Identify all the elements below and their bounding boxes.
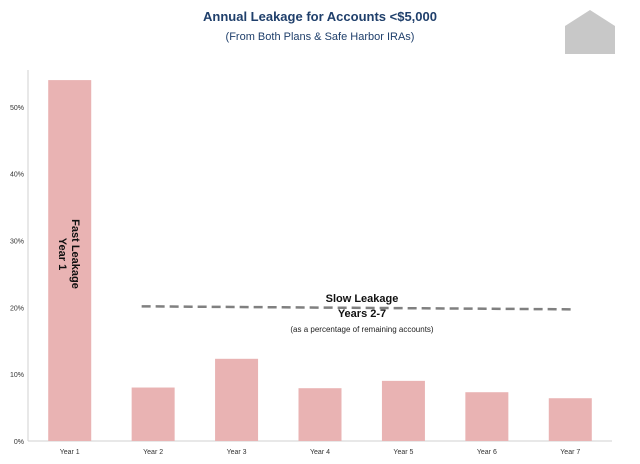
bar-year-3	[215, 358, 259, 441]
y-tick-label: 30%	[10, 239, 24, 246]
slow-leakage-line2: Years 2-7	[338, 308, 386, 320]
y-tick-label: 20%	[10, 305, 24, 312]
x-axis-tick-labels: Year 1 Year 2 Year 3 Year 4 Year 5 Year 6 Year…	[60, 449, 581, 456]
fast-leakage-annotation: Fast Leakage Year 1	[56, 219, 81, 289]
x-tick-label: Year 4	[310, 449, 330, 456]
bar-year-1	[48, 80, 92, 441]
y-tick-label: 50%	[10, 105, 24, 112]
fast-leakage-line2: Year 1	[56, 238, 68, 270]
slow-leakage-line1: Slow Leakage	[326, 293, 399, 305]
reference-dashed-line	[141, 305, 572, 311]
slow-leakage-note: (as a percentage of remaining accounts)	[290, 325, 434, 334]
chart-subtitle: (From Both Plans & Safe Harbor IRAs)	[226, 31, 415, 43]
y-tick-label: 10%	[10, 372, 24, 379]
bars-group	[48, 80, 592, 441]
fast-leakage-line1: Fast Leakage	[69, 219, 81, 289]
x-tick-label: Year 1	[60, 449, 80, 456]
house-icon	[565, 10, 615, 54]
x-tick-label: Year 3	[227, 449, 247, 456]
bar-year-5	[381, 380, 425, 441]
y-axis-tick-labels: 0% 10% 20% 30% 40% 50%	[10, 105, 24, 446]
chart-title: Annual Leakage for Accounts <$5,000	[203, 9, 437, 24]
bar-year-7	[548, 398, 592, 441]
x-tick-label: Year 2	[143, 449, 163, 456]
bar-year-6	[465, 392, 509, 441]
y-tick-label: 0%	[14, 439, 24, 446]
x-tick-label: Year 7	[560, 449, 580, 456]
y-tick-label: 40%	[10, 172, 24, 179]
x-tick-label: Year 6	[477, 449, 497, 456]
bar-year-2	[131, 387, 175, 441]
x-tick-label: Year 5	[393, 449, 413, 456]
bar-year-4	[298, 388, 342, 441]
